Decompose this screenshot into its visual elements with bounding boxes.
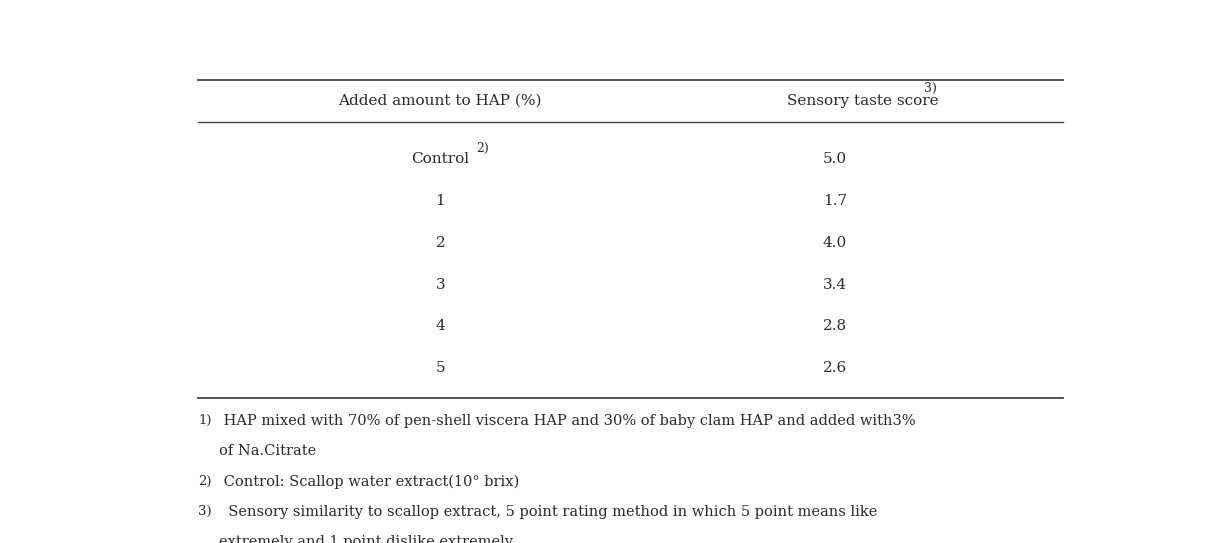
Text: Sensory taste score: Sensory taste score bbox=[788, 94, 939, 108]
Text: Control: Scallop water extract(10° brix): Control: Scallop water extract(10° brix) bbox=[219, 475, 520, 489]
Text: of Na.Citrate: of Na.Citrate bbox=[219, 444, 316, 458]
Text: 2): 2) bbox=[476, 142, 488, 155]
Text: HAP mixed with 70% of pen-shell viscera HAP and 30% of baby clam HAP and added w: HAP mixed with 70% of pen-shell viscera … bbox=[219, 414, 916, 428]
Text: 1.7: 1.7 bbox=[823, 194, 847, 208]
Text: 2): 2) bbox=[199, 475, 212, 488]
Text: 5.0: 5.0 bbox=[823, 152, 847, 166]
Text: 4.0: 4.0 bbox=[823, 236, 847, 250]
Text: 1): 1) bbox=[199, 414, 212, 427]
Text: 2.6: 2.6 bbox=[823, 361, 847, 375]
Text: 2: 2 bbox=[435, 236, 445, 250]
Text: Added amount to HAP (%): Added amount to HAP (%) bbox=[338, 94, 542, 108]
Text: 2.8: 2.8 bbox=[823, 319, 847, 333]
Text: 3): 3) bbox=[199, 504, 212, 517]
Text: Control: Control bbox=[411, 152, 469, 166]
Text: 3: 3 bbox=[435, 277, 445, 292]
Text: 1: 1 bbox=[435, 194, 445, 208]
Text: 3.4: 3.4 bbox=[823, 277, 847, 292]
Text: 4: 4 bbox=[435, 319, 445, 333]
Text: extremely and 1 point dislike extremely.: extremely and 1 point dislike extremely. bbox=[219, 535, 516, 543]
Text: Sensory similarity to scallop extract, 5 point rating method in which 5 point me: Sensory similarity to scallop extract, 5… bbox=[219, 504, 877, 519]
Text: 3): 3) bbox=[924, 81, 937, 94]
Text: 5: 5 bbox=[435, 361, 445, 375]
